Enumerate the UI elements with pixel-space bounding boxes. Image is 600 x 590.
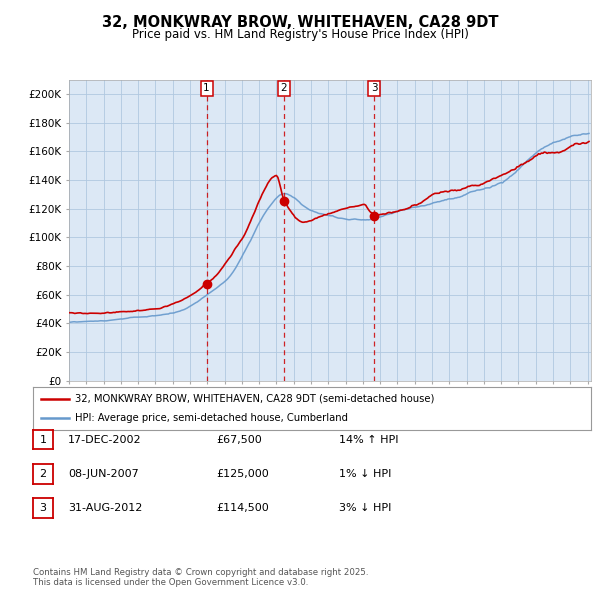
- Text: 32, MONKWRAY BROW, WHITEHAVEN, CA28 9DT: 32, MONKWRAY BROW, WHITEHAVEN, CA28 9DT: [102, 15, 498, 30]
- Text: 31-AUG-2012: 31-AUG-2012: [68, 503, 142, 513]
- Text: Price paid vs. HM Land Registry's House Price Index (HPI): Price paid vs. HM Land Registry's House …: [131, 28, 469, 41]
- Text: 1% ↓ HPI: 1% ↓ HPI: [339, 469, 391, 478]
- Text: 1: 1: [203, 83, 210, 93]
- Text: £114,500: £114,500: [216, 503, 269, 513]
- Text: 3: 3: [371, 83, 377, 93]
- Text: 1: 1: [40, 435, 46, 444]
- Text: 17-DEC-2002: 17-DEC-2002: [68, 435, 142, 444]
- Text: 14% ↑ HPI: 14% ↑ HPI: [339, 435, 398, 444]
- Text: £67,500: £67,500: [216, 435, 262, 444]
- Text: HPI: Average price, semi-detached house, Cumberland: HPI: Average price, semi-detached house,…: [75, 413, 348, 423]
- Text: 32, MONKWRAY BROW, WHITEHAVEN, CA28 9DT (semi-detached house): 32, MONKWRAY BROW, WHITEHAVEN, CA28 9DT …: [75, 394, 434, 404]
- Text: £125,000: £125,000: [216, 469, 269, 478]
- Text: 3% ↓ HPI: 3% ↓ HPI: [339, 503, 391, 513]
- Text: 3: 3: [40, 503, 46, 513]
- Text: 2: 2: [40, 469, 46, 478]
- Text: 08-JUN-2007: 08-JUN-2007: [68, 469, 139, 478]
- Text: 2: 2: [281, 83, 287, 93]
- Text: Contains HM Land Registry data © Crown copyright and database right 2025.
This d: Contains HM Land Registry data © Crown c…: [33, 568, 368, 587]
